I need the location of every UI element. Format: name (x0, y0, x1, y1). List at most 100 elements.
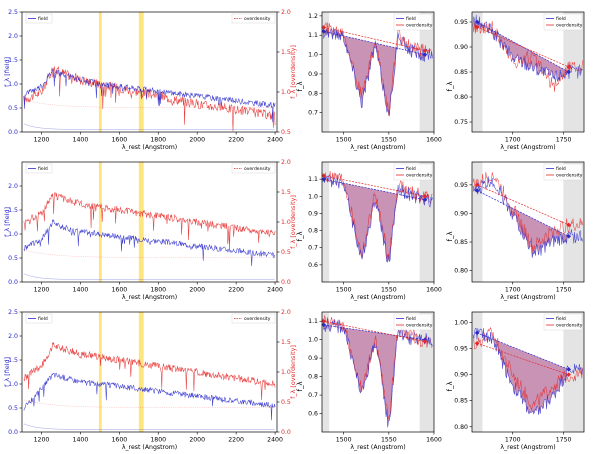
legend-label-field: field (406, 166, 416, 172)
overdensity-line (472, 20, 583, 92)
legend-box (25, 13, 53, 24)
y-tick-label: 0.7 (308, 392, 318, 399)
x-axis-label: λ_rest (Angstrom) (350, 144, 405, 151)
continuum-marker (474, 341, 480, 346)
x-tick-label: 1500 (336, 137, 352, 144)
overdensity-error-line (23, 249, 275, 258)
legend-label-overdensity: overdensity (556, 173, 583, 179)
overdensity-continuum-line (323, 175, 426, 197)
legend-box (231, 163, 276, 174)
field-continuum-line (323, 31, 426, 55)
axes-frame (471, 161, 585, 283)
continuum-marker (474, 330, 480, 336)
y-tick-label: 0.6 (308, 262, 318, 269)
x-tick-label: 2000 (189, 287, 205, 294)
legend-box (393, 313, 433, 331)
y-tick-label-left: 0.5 (8, 105, 18, 112)
continuum-marker (566, 372, 571, 377)
y-tick-label-right: 1.5 (281, 49, 291, 56)
legend-label-overdensity: overdensity (406, 173, 433, 179)
legend-box (25, 163, 53, 174)
x-tick-label: 1800 (150, 437, 166, 444)
field-continuum-line (323, 324, 426, 341)
y-tick-label: 0.8 (308, 90, 318, 97)
y-tick-label-right: 1.5 (281, 339, 291, 346)
legend-label-field: field (38, 166, 48, 172)
x-tick-label: 1750 (556, 137, 572, 144)
legend-field: field (25, 163, 53, 174)
legend-label-overdensity: overdensity (244, 166, 271, 172)
overdensity-line (23, 342, 276, 401)
y-tick-label-left: 0.0 (8, 429, 18, 436)
legend-box (543, 313, 583, 331)
y-tick-label: 1.1 (308, 176, 318, 183)
continuum-marker (422, 197, 428, 202)
y-tick-label: 0.90 (454, 372, 468, 379)
y-axis-label: f_λ (296, 81, 304, 91)
y-tick-label-right: 0.5 (281, 249, 291, 256)
overdensity-continuum-line (323, 27, 426, 52)
x-tick-label: 1200 (34, 437, 50, 444)
x-tick-label: 1750 (556, 287, 572, 294)
field-line (23, 68, 276, 122)
x-tick-label: 1700 (505, 137, 521, 144)
x-tick-label: 1200 (34, 287, 50, 294)
legend-label-overdensity: overdensity (244, 16, 271, 22)
legend-overdensity: overdensity (231, 13, 276, 24)
y-tick-label: 0.90 (454, 210, 468, 217)
y-tick-label-left: 2.0 (8, 183, 18, 190)
continuum-window (419, 12, 434, 132)
continuum-marker (321, 318, 327, 324)
y-tick-label-left: 1.5 (8, 357, 18, 364)
x-tick-label: 1600 (426, 287, 442, 294)
x-tick-label: 1600 (111, 137, 127, 144)
y-axis-label-right: f_λ [overdensity] (289, 345, 297, 399)
x-tick-label: 1550 (381, 137, 397, 144)
continuum-window (563, 12, 584, 132)
legend-label-field: field (38, 16, 48, 22)
y-tick-label: 0.8 (308, 374, 318, 381)
field-line (322, 318, 433, 428)
continuum-marker (321, 322, 327, 328)
y-tick-label: 0.9 (308, 355, 318, 362)
y-axis-label-right: f_λ [overdensity] (289, 45, 297, 99)
zoom-panel: 0.6 0.7 0.8 0.9 1.0 1.1 f_λ 1500 1550 1600 λ_rest … (296, 311, 442, 451)
field-line (472, 176, 583, 258)
field-error-line (23, 423, 275, 430)
y-tick-label-right: 1.0 (281, 369, 291, 376)
legend-label-overdensity: overdensity (244, 316, 271, 322)
field-line (322, 174, 433, 263)
x-tick-label: 1600 (111, 287, 127, 294)
legend-label-overdensity: overdensity (556, 23, 583, 29)
legend-box (25, 313, 53, 324)
legend-box (543, 13, 583, 31)
y-tick-label: 0.80 (454, 268, 468, 275)
field-error-line (23, 123, 275, 130)
y-tick-label-right: 2.0 (281, 9, 291, 16)
x-axis-label: λ_rest (Angstrom) (122, 294, 177, 301)
x-tick-label: 1800 (150, 137, 166, 144)
y-tick-label-right: 1.0 (281, 89, 291, 96)
x-tick-label: 1500 (336, 287, 352, 294)
highlight-band (98, 12, 102, 132)
y-tick-label: 0.75 (454, 119, 468, 126)
overdensity-line (472, 326, 583, 411)
absorption-fill (323, 179, 425, 263)
x-tick-label: 2000 (189, 137, 205, 144)
y-tick-label-left: 2.5 (8, 309, 18, 316)
y-tick-label: 0.9 (308, 71, 318, 78)
continuum-marker (321, 176, 327, 182)
x-tick-label: 1800 (150, 287, 166, 294)
overdensity-line (322, 170, 433, 263)
axes-frame (321, 11, 435, 133)
y-tick-label: 0.80 (454, 94, 468, 101)
highlight-band (98, 162, 102, 282)
absorption-fill (477, 332, 569, 415)
y-tick-label-right: 2.0 (281, 159, 291, 166)
highlight-band (138, 312, 144, 432)
continuum-window (322, 12, 330, 132)
